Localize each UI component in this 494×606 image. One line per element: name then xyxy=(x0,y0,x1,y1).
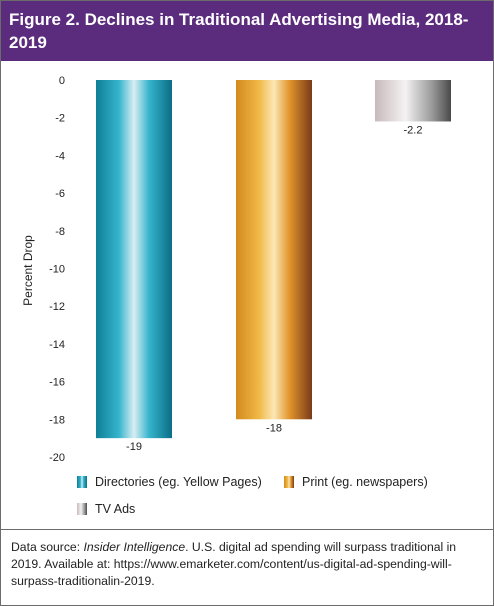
y-tick-label: 0 xyxy=(59,75,65,87)
legend-swatch xyxy=(284,476,294,488)
bar-value-label: -2.2 xyxy=(404,124,423,136)
legend-swatch xyxy=(77,476,87,488)
y-tick-label: -20 xyxy=(49,452,65,464)
y-tick-label: -16 xyxy=(49,377,65,389)
y-tick-label: -18 xyxy=(49,414,65,426)
y-tick-label: -10 xyxy=(49,264,65,276)
y-axis-ticks: 0 -2 -4 -6 -8 -10 -12 -14 -16 -18 -20 xyxy=(49,75,65,464)
legend-label: Print (eg. newspapers) xyxy=(302,475,428,489)
bar-value-label: -18 xyxy=(266,422,282,434)
legend-label: TV Ads xyxy=(95,502,136,516)
figure-title: Figure 2. Declines in Traditional Advert… xyxy=(9,10,469,52)
y-tick-label: -2 xyxy=(55,113,65,125)
y-tick-label: -14 xyxy=(49,339,65,351)
y-tick-label: -8 xyxy=(55,226,65,238)
source-label: Data source: xyxy=(11,540,84,554)
bar-value-label: -19 xyxy=(126,441,142,453)
y-tick-label: -12 xyxy=(49,301,65,313)
y-tick-label: -4 xyxy=(55,150,65,162)
legend-swatch xyxy=(77,503,87,515)
legend-item: Directories (eg. Yellow Pages) xyxy=(77,475,262,489)
chart-area: 0 -2 -4 -6 -8 -10 -12 -14 -16 -18 -20 -19 -18 -2.2 P… xyxy=(1,61,493,530)
bars xyxy=(96,80,451,439)
source-name: Insider Intelligence xyxy=(83,540,186,554)
legend-item: Print (eg. newspapers) xyxy=(284,475,428,489)
data-labels: -19 -18 -2.2 xyxy=(126,124,422,453)
y-tick-label: -6 xyxy=(55,188,65,200)
legend-item: TV Ads xyxy=(77,502,135,516)
bar xyxy=(96,80,172,439)
bar xyxy=(375,80,451,122)
source-citation: . U.S. digital ad spending will surpass … xyxy=(11,540,457,588)
y-axis-title: Percent Drop xyxy=(21,235,35,306)
bar-chart: 0 -2 -4 -6 -8 -10 -12 -14 -16 -18 -20 -19 -18 -2.2 P… xyxy=(21,75,451,464)
legend-label: Directories (eg. Yellow Pages) xyxy=(95,475,262,489)
data-source-note: Data source: Insider Intelligence. U.S. … xyxy=(11,539,487,590)
figure-header: Figure 2. Declines in Traditional Advert… xyxy=(1,1,493,61)
bar xyxy=(236,80,312,420)
